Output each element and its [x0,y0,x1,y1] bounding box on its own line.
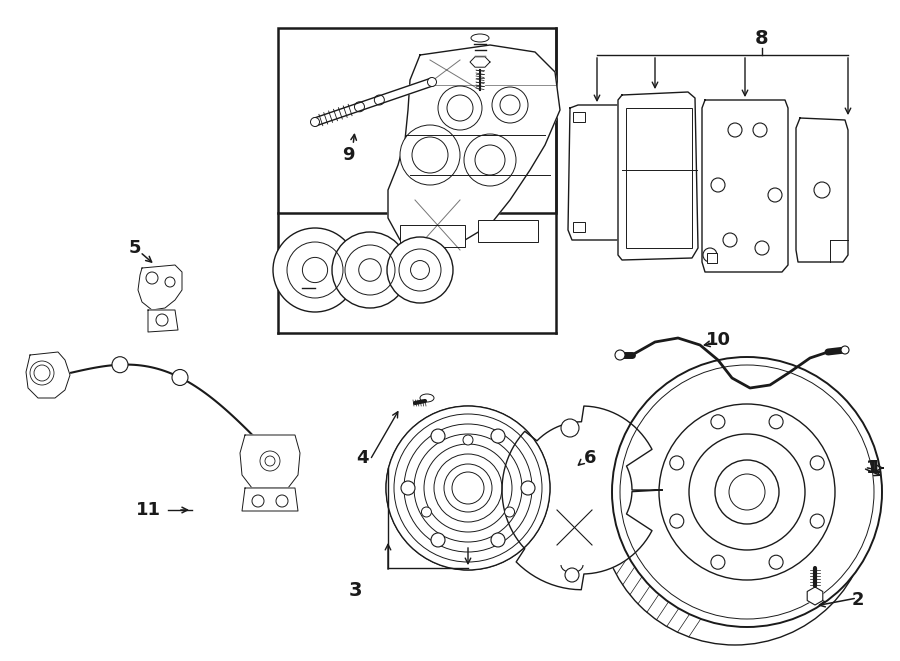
Circle shape [491,533,505,547]
Circle shape [565,568,579,582]
Circle shape [156,314,168,326]
Polygon shape [388,45,560,250]
Text: 6: 6 [584,449,596,467]
Circle shape [401,481,415,495]
Text: 1: 1 [866,459,878,477]
Bar [626,108,692,248]
Text: 10: 10 [706,331,731,349]
Circle shape [703,248,717,262]
Circle shape [841,346,849,354]
Text: 5: 5 [129,239,141,257]
Circle shape [768,188,782,202]
Circle shape [387,237,453,303]
Ellipse shape [428,77,436,87]
Circle shape [670,456,684,470]
Polygon shape [796,118,848,262]
Bar [573,112,585,122]
Circle shape [770,555,783,569]
Text: 4: 4 [356,449,368,467]
Circle shape [755,241,769,255]
Text: 2: 2 [851,591,864,609]
Text: 8: 8 [755,28,769,48]
Circle shape [670,514,684,528]
Ellipse shape [310,118,320,126]
Circle shape [810,456,824,470]
Polygon shape [240,435,300,488]
Bar [400,225,465,247]
Circle shape [715,460,779,524]
Circle shape [252,495,264,507]
Circle shape [464,134,516,186]
Circle shape [612,357,882,627]
Polygon shape [148,310,178,332]
Circle shape [810,514,824,528]
Circle shape [615,350,625,360]
Circle shape [770,415,783,429]
Text: 1: 1 [868,459,881,477]
Circle shape [386,406,550,570]
Text: 11: 11 [136,501,160,519]
Polygon shape [26,352,70,398]
Circle shape [723,233,737,247]
Circle shape [492,87,528,123]
Circle shape [753,123,767,137]
Polygon shape [242,488,298,511]
Text: 9: 9 [342,146,355,164]
Bar [573,222,585,232]
Circle shape [332,232,408,308]
Circle shape [814,182,830,198]
Polygon shape [807,587,823,605]
Circle shape [711,415,724,429]
Circle shape [273,228,357,312]
Circle shape [521,481,535,495]
Circle shape [400,125,460,185]
Bar [278,28,556,213]
Circle shape [165,277,175,287]
Text: 3: 3 [348,580,362,600]
Circle shape [438,86,482,130]
Bar [478,220,538,242]
Bar [707,253,717,263]
Polygon shape [470,57,490,67]
Circle shape [431,533,445,547]
Circle shape [728,123,742,137]
Circle shape [491,429,505,443]
Circle shape [146,272,158,284]
Circle shape [711,555,724,569]
Circle shape [172,369,188,385]
Polygon shape [314,78,433,126]
Polygon shape [138,265,182,310]
Circle shape [421,507,431,517]
Circle shape [711,178,725,192]
Circle shape [463,435,473,445]
Text: 7: 7 [286,279,298,297]
Circle shape [386,406,550,570]
Ellipse shape [420,394,434,402]
Polygon shape [502,406,662,590]
Circle shape [689,434,805,550]
Circle shape [505,507,515,517]
Circle shape [561,419,579,437]
Polygon shape [568,105,622,240]
Polygon shape [702,100,788,272]
Circle shape [112,357,128,373]
Polygon shape [618,92,698,260]
Circle shape [276,495,288,507]
Circle shape [431,429,445,443]
Ellipse shape [471,34,489,42]
